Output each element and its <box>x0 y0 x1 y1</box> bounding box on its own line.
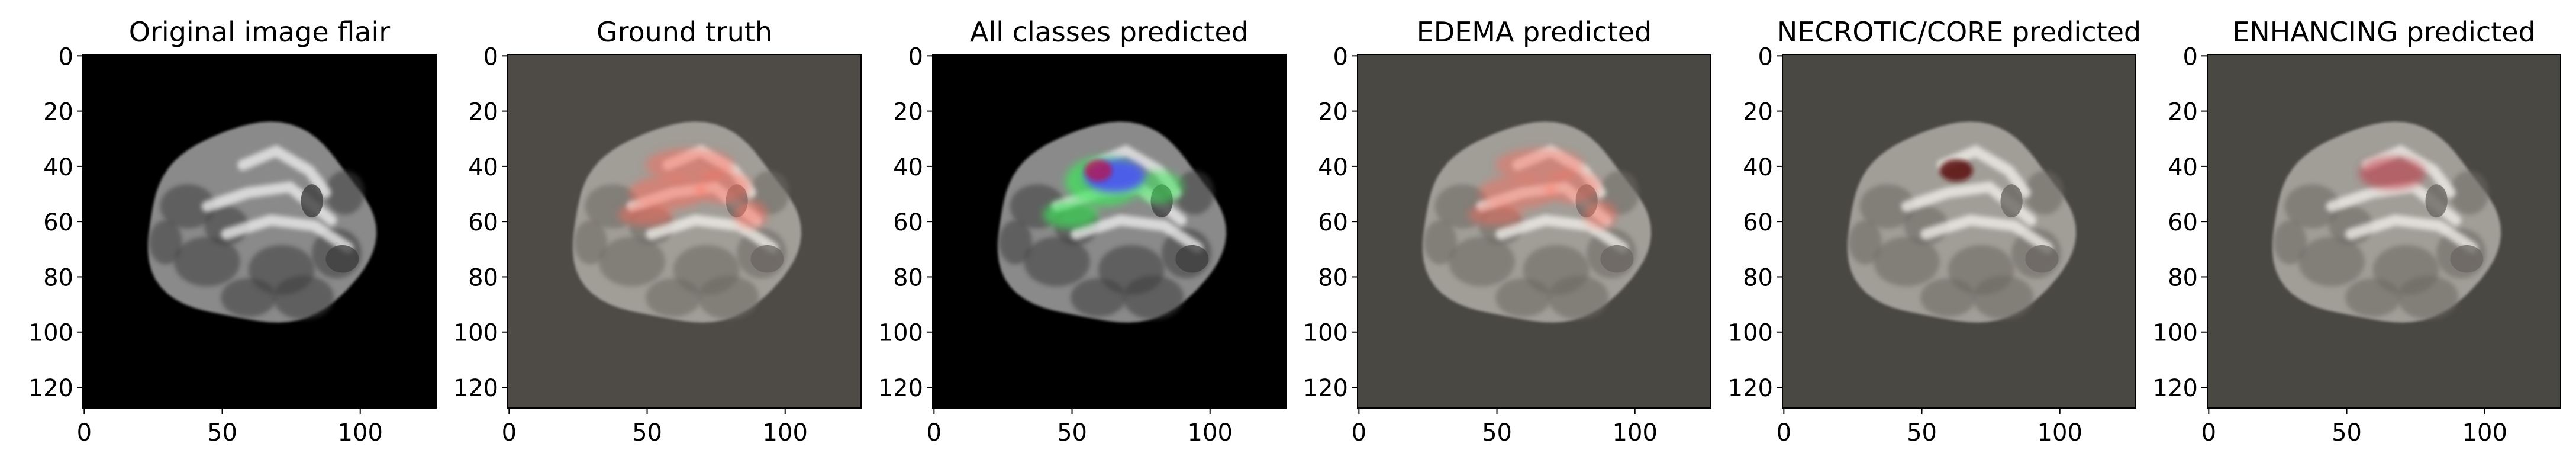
y-tick-label: 20 <box>468 99 498 126</box>
y-tick-label: 40 <box>43 154 73 181</box>
axes-frame <box>1782 54 2136 409</box>
x-tick-label: 100 <box>763 419 808 446</box>
axes-frame <box>1357 54 1711 409</box>
panel-title: Ground truth <box>597 16 772 48</box>
y-tick-label: 80 <box>2168 264 2198 291</box>
panel-title: All classes predicted <box>970 16 1249 48</box>
y-tick-label: 120 <box>1728 375 1773 402</box>
panel-title: ENHANCING predicted <box>2232 16 2536 48</box>
x-tick-label: 50 <box>1907 419 1937 446</box>
axes-frame <box>507 54 862 409</box>
y-tick-label: 0 <box>483 43 498 70</box>
x-tick-label: 0 <box>1777 419 1791 446</box>
x-tick-label: 50 <box>1057 419 1087 446</box>
y-tick-label: 120 <box>453 375 498 402</box>
segmentation-overlay <box>618 148 768 229</box>
y-tick-label: 60 <box>468 209 498 236</box>
brain-scan <box>148 121 377 323</box>
x-tick-label: 100 <box>1188 419 1233 446</box>
x-tick-label: 0 <box>1352 419 1366 446</box>
segmentation-overlay <box>1939 159 1973 182</box>
y-tick-label: 100 <box>453 320 498 347</box>
y-tick-label: 120 <box>878 375 923 402</box>
brain-scan <box>998 121 1227 323</box>
x-tick-label: 50 <box>1482 419 1512 446</box>
x-tick-label: 100 <box>2037 419 2082 446</box>
y-tick-label: 100 <box>2153 320 2198 347</box>
brain-scan <box>2272 121 2501 323</box>
y-tick-label: 80 <box>1318 264 1348 291</box>
y-tick-label: 80 <box>1743 264 1773 291</box>
segmentation-overlay <box>1468 148 1617 229</box>
y-tick-label: 80 <box>893 264 923 291</box>
x-tick-label: 0 <box>2201 419 2216 446</box>
y-tick-label: 0 <box>2183 43 2198 70</box>
axes-frame <box>82 54 437 409</box>
y-tick-label: 20 <box>1743 99 1773 126</box>
y-tick-label: 80 <box>43 264 73 291</box>
y-tick-label: 20 <box>893 99 923 126</box>
y-tick-label: 60 <box>2168 209 2198 236</box>
x-tick-label: 100 <box>338 419 383 446</box>
brain-scan <box>1848 121 2077 323</box>
y-tick-label: 40 <box>468 154 498 181</box>
y-tick-label: 80 <box>468 264 498 291</box>
x-tick-label: 50 <box>207 419 237 446</box>
panel-title: EDEMA predicted <box>1417 16 1652 48</box>
y-tick-label: 0 <box>59 43 73 70</box>
axes-frame <box>2207 54 2561 409</box>
axes-frame <box>932 54 1287 409</box>
y-tick-label: 0 <box>1758 43 1773 70</box>
y-tick-label: 60 <box>43 209 73 236</box>
segmentation-overlay <box>1043 156 1184 229</box>
x-tick-label: 0 <box>927 419 942 446</box>
y-tick-label: 40 <box>1318 154 1348 181</box>
segmentation-overlay <box>2359 156 2426 190</box>
y-tick-label: 0 <box>908 43 923 70</box>
y-tick-label: 100 <box>28 320 73 347</box>
y-tick-label: 120 <box>2153 375 2198 402</box>
y-tick-label: 20 <box>43 99 73 126</box>
y-tick-label: 40 <box>893 154 923 181</box>
x-tick-label: 0 <box>77 419 92 446</box>
x-tick-label: 100 <box>1613 419 1658 446</box>
y-tick-label: 120 <box>1303 375 1348 402</box>
y-tick-label: 20 <box>1318 99 1348 126</box>
y-tick-label: 100 <box>878 320 923 347</box>
x-tick-label: 50 <box>632 419 662 446</box>
y-tick-label: 60 <box>1743 209 1773 236</box>
panel-title: NECROTIC/CORE predicted <box>1777 16 2141 48</box>
x-tick-label: 0 <box>502 419 517 446</box>
y-tick-label: 100 <box>1303 320 1348 347</box>
y-tick-label: 100 <box>1728 320 1773 347</box>
y-tick-label: 40 <box>1743 154 1773 181</box>
panel-title: Original image flair <box>129 16 390 48</box>
y-tick-label: 0 <box>1333 43 1348 70</box>
y-tick-label: 20 <box>2168 99 2198 126</box>
y-tick-label: 40 <box>2168 154 2198 181</box>
y-tick-label: 60 <box>893 209 923 236</box>
y-tick-label: 60 <box>1318 209 1348 236</box>
y-tick-label: 120 <box>28 375 73 402</box>
x-tick-label: 100 <box>2462 419 2507 446</box>
x-tick-label: 50 <box>2332 419 2362 446</box>
